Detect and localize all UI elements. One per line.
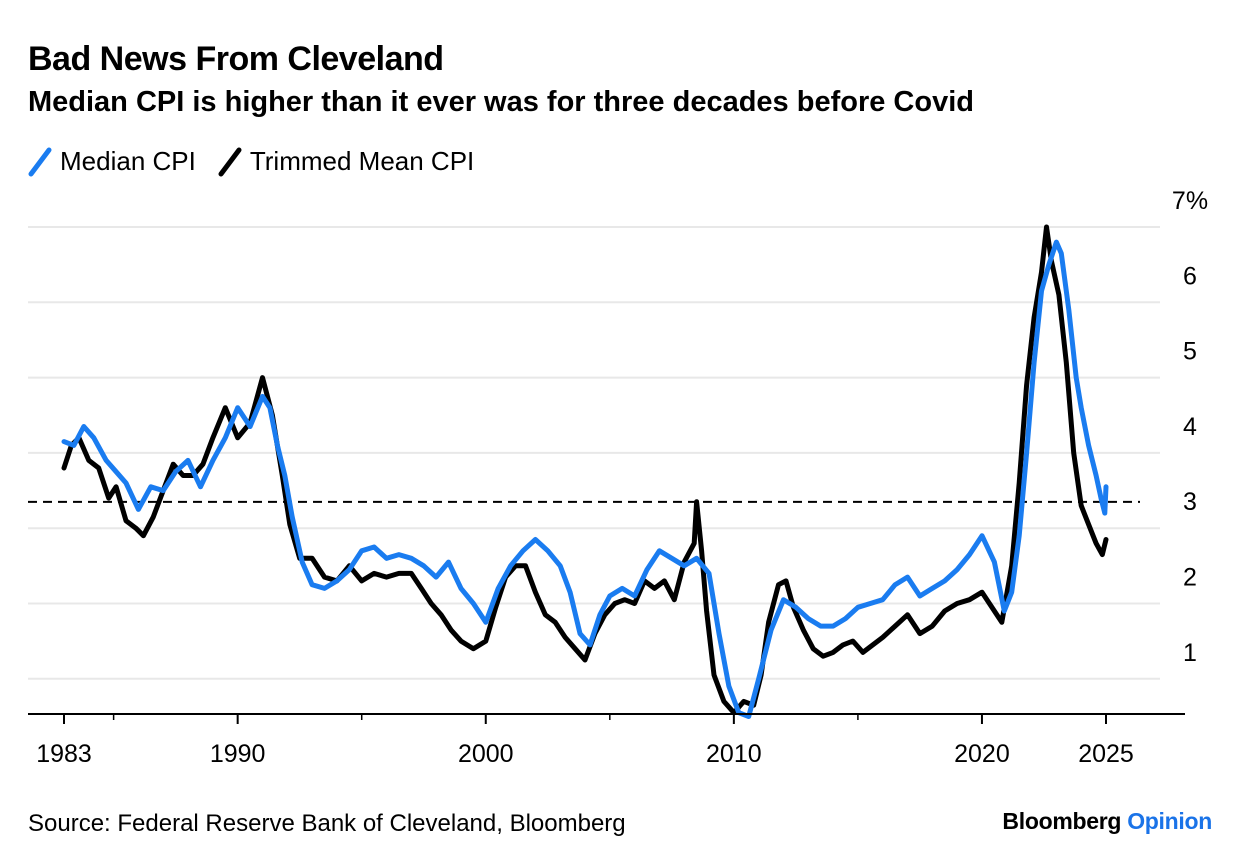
legend-label-median: Median CPI	[60, 146, 196, 176]
series-line-trimmed-mean-cpi	[61, 224, 1109, 716]
legend: Median CPI Trimmed Mean CPI	[28, 146, 496, 177]
legend-item-trimmed: Trimmed Mean CPI	[218, 146, 474, 177]
y-tick-label: 2	[1183, 564, 1197, 592]
grid-lines	[28, 226, 1160, 680]
x-axis: 1983 1990 2000 2010 2020 2025	[28, 713, 1185, 768]
legend-item-median: Median CPI	[28, 146, 196, 177]
y-axis-labels: 1 2 3 4 5 6 7%	[1172, 187, 1208, 667]
x-tick-label: 2020	[954, 740, 1010, 768]
x-tick-label: 2025	[1078, 740, 1134, 768]
x-tick-label: 1990	[210, 740, 266, 768]
chart-subtitle: Median CPI is higher than it ever was fo…	[28, 86, 974, 118]
y-tick-label: 1	[1183, 639, 1197, 667]
legend-label-trimmed: Trimmed Mean CPI	[249, 146, 475, 176]
y-tick-label: 4	[1183, 413, 1197, 441]
x-tick-label: 1983	[36, 740, 92, 768]
y-tick-label: 3	[1183, 488, 1197, 516]
legend-swatch-median-icon	[28, 147, 52, 176]
brand-accent: Opinion	[1127, 808, 1212, 834]
source-note: Source: Federal Reserve Bank of Clevelan…	[28, 810, 626, 837]
brand-name: Bloomberg	[1002, 808, 1122, 834]
chart-title: Bad News From Cleveland	[28, 40, 444, 78]
x-tick-label: 2010	[706, 740, 762, 768]
legend-swatch-trimmed-icon	[218, 147, 242, 176]
brand-logo: Bloomberg Opinion	[1002, 808, 1212, 835]
y-tick-label: 5	[1183, 338, 1197, 366]
series-lines	[61, 224, 1109, 719]
y-tick-label: 7%	[1172, 187, 1208, 215]
x-tick-label: 2000	[458, 740, 514, 768]
y-tick-label: 6	[1183, 262, 1197, 290]
series-line-median-cpi	[61, 239, 1109, 719]
